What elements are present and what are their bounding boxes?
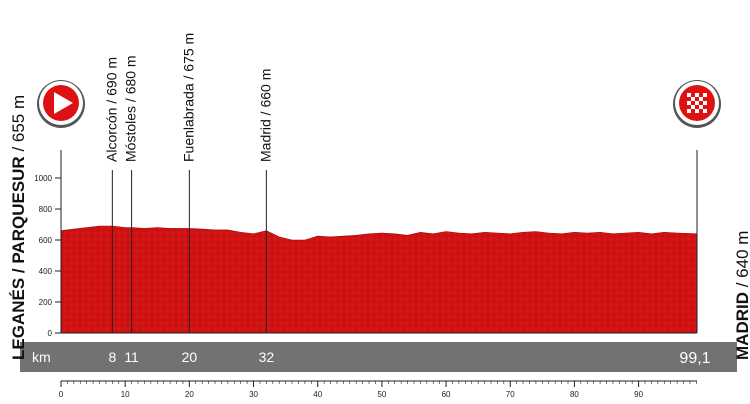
elevation-area bbox=[60, 225, 698, 334]
start-icon-triangle bbox=[54, 92, 73, 114]
y-tick-label: 600 bbox=[39, 236, 53, 245]
finish-icon-check bbox=[703, 101, 707, 105]
finish-icon-check bbox=[695, 109, 699, 113]
y-tick-label: 0 bbox=[48, 329, 53, 338]
finish-icon-check bbox=[699, 105, 703, 109]
km-bar-waypoint-label: 8 bbox=[108, 349, 116, 365]
finish-icon-check bbox=[691, 105, 695, 109]
y-tick-label: 1000 bbox=[34, 174, 52, 183]
waypoint-label: Madrid / 660 m bbox=[257, 69, 273, 162]
finish-icon-check bbox=[703, 109, 707, 113]
x-tick-label: 10 bbox=[121, 390, 130, 399]
x-tick-label: 90 bbox=[634, 390, 643, 399]
x-tick-label: 20 bbox=[185, 390, 194, 399]
x-tick-label: 30 bbox=[249, 390, 258, 399]
finish-icon-check bbox=[703, 93, 707, 97]
finish-altitude: / 640 m bbox=[733, 231, 750, 292]
km-bar-unit-label: km bbox=[32, 349, 51, 365]
x-tick-label: 80 bbox=[570, 390, 579, 399]
finish-icon-check bbox=[687, 101, 691, 105]
x-tick-label: 0 bbox=[59, 390, 64, 399]
waypoint-label: Fuenlabrada / 675 m bbox=[180, 33, 196, 162]
km-bar-total-label: 99,1 bbox=[679, 350, 710, 367]
x-tick-label: 60 bbox=[442, 390, 451, 399]
start-altitude: / 655 m bbox=[9, 95, 28, 156]
waypoint-label: Móstoles / 680 m bbox=[123, 55, 139, 162]
start-play-icon bbox=[37, 80, 85, 128]
finish-location-name: MADRID bbox=[733, 292, 750, 360]
finish-icon-check bbox=[691, 97, 695, 101]
finish-icon-check bbox=[687, 109, 691, 113]
km-bar bbox=[20, 342, 737, 372]
finish-icon-check bbox=[695, 93, 699, 97]
km-bar-waypoint-label: 11 bbox=[124, 349, 139, 365]
km-bar-waypoint-label: 32 bbox=[259, 349, 275, 365]
finish-icon-check bbox=[699, 97, 703, 101]
x-tick-label: 40 bbox=[313, 390, 322, 399]
km-bar-waypoint-label: 20 bbox=[182, 349, 198, 365]
start-location-name: LEGANÉS / PARQUESUR bbox=[9, 156, 28, 360]
start-location-label: LEGANÉS / PARQUESUR / 655 m bbox=[9, 95, 28, 360]
x-tick-label: 70 bbox=[506, 390, 515, 399]
y-tick-label: 800 bbox=[39, 205, 53, 214]
finish-location-label: MADRID / 640 m bbox=[733, 231, 750, 360]
finish-icon-check bbox=[695, 101, 699, 105]
x-tick-label: 50 bbox=[377, 390, 386, 399]
waypoint-label: Alcorcón / 690 m bbox=[103, 57, 119, 162]
y-tick-label: 400 bbox=[39, 267, 53, 276]
finish-checkered-icon bbox=[673, 80, 721, 128]
finish-icon-check bbox=[687, 93, 691, 97]
y-tick-label: 200 bbox=[39, 298, 53, 307]
